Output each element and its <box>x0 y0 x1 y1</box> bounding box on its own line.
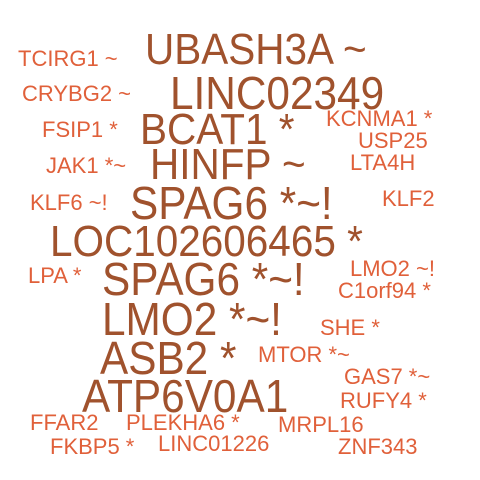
word-asb2: ASB2 * <box>100 332 237 384</box>
word-spag6: SPAG6 *~! <box>102 253 305 305</box>
word-lta4h: LTA4H <box>350 150 416 175</box>
word-linc01226: LINC01226 <box>158 431 270 456</box>
word-loc102606465: LOC102606465 * <box>50 217 363 266</box>
word-fsip1: FSIP1 * <box>42 117 118 142</box>
word-spag6: SPAG6 *~! <box>130 177 333 229</box>
word-plekha6: PLEKHA6 * <box>126 410 240 435</box>
word-ubash3a: UBASH3A ~ <box>145 25 367 74</box>
word-atp6v0a1: ATP6V0A1 <box>82 370 289 422</box>
word-gas7: GAS7 *~ <box>344 364 431 389</box>
word-mtor: MTOR *~ <box>258 342 350 367</box>
word-kcnma1: KCNMA1 * <box>326 106 433 131</box>
word-ffar2: FFAR2 <box>30 410 99 435</box>
word-mrpl16: MRPL16 <box>278 412 364 437</box>
word-klf2: KLF2 <box>382 186 435 211</box>
word-jak1: JAK1 *~ <box>46 153 127 178</box>
word-rufy4: RUFY4 * <box>340 388 427 413</box>
word-crybg2: CRYBG2 ~ <box>22 81 132 106</box>
word-bcat1: BCAT1 * <box>140 105 295 154</box>
word-lmo2: LMO2 *~! <box>102 293 282 345</box>
word-lpa: LPA * <box>28 263 82 288</box>
word-fkbp5: FKBP5 * <box>50 434 135 459</box>
word-linc02349: LINC02349 <box>170 67 385 119</box>
word-usp25: USP25 <box>358 128 428 153</box>
word-hinfp: HINFP ~ <box>150 140 306 189</box>
word-klf6: KLF6 ~! <box>30 190 108 215</box>
word-she: SHE * <box>320 315 380 340</box>
word-znf343: ZNF343 <box>338 434 418 459</box>
word-lmo2-small: LMO2 ~! <box>350 256 435 281</box>
word-tcirg1: TCIRG1 ~ <box>18 46 118 71</box>
word-c1orf94: C1orf94 * <box>338 278 431 303</box>
